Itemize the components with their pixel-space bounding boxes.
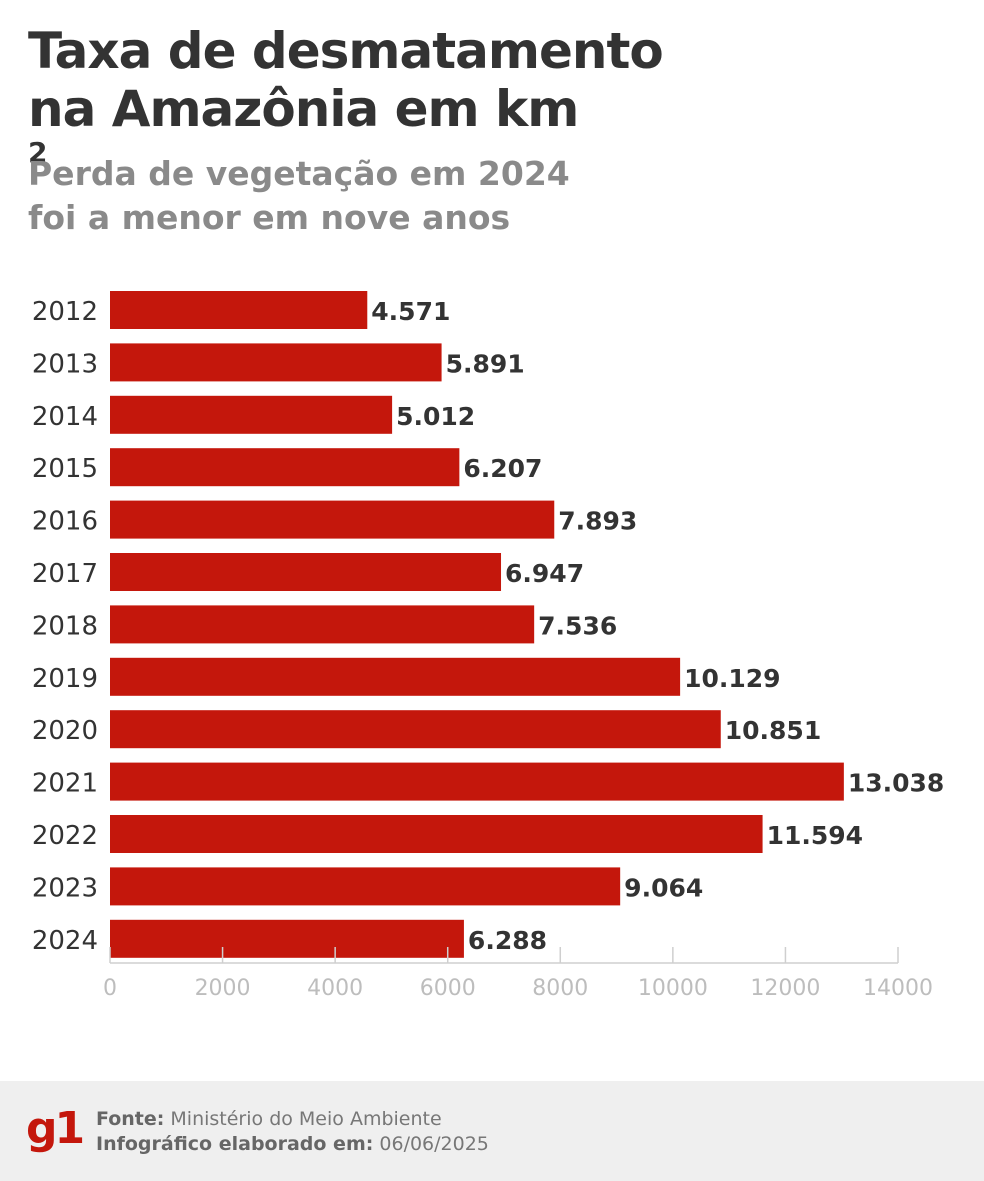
data-label-2017: 6.947 <box>505 559 584 588</box>
y-tick-label-2020: 2020 <box>32 716 98 746</box>
x-tick-label-0: 0 <box>103 976 117 1001</box>
x-tick-label-12000: 12000 <box>750 976 820 1001</box>
footer-credits: Fonte: Ministério do Meio Ambiente Infog… <box>96 1107 489 1157</box>
bar-2015 <box>110 448 460 487</box>
x-tick-label-14000: 14000 <box>863 976 933 1001</box>
x-tick-label-10000: 10000 <box>638 976 708 1001</box>
g1-logo[interactable]: g1 <box>26 1103 85 1154</box>
bar-2019 <box>110 657 681 696</box>
source-value: Ministério do Meio Ambiente <box>170 1108 442 1130</box>
y-tick-label-2018: 2018 <box>32 611 98 641</box>
date-label: Infográfico elaborado em: <box>96 1133 374 1155</box>
y-tick-label-2016: 2016 <box>32 507 98 537</box>
subtitle-line-2: foi a menor em nove anos <box>28 198 511 237</box>
data-label-2022: 11.594 <box>767 821 863 850</box>
x-tick-label-6000: 6000 <box>420 976 476 1001</box>
bar-2023 <box>110 867 621 906</box>
data-label-2012: 4.571 <box>371 297 450 326</box>
data-label-2024: 6.288 <box>468 926 547 955</box>
bar-2020 <box>110 710 721 749</box>
bar-chart: 2012 4.571 2013 5.891 2014 5.012 2015 6.207 2016… <box>32 291 944 1001</box>
data-label-2013: 5.891 <box>446 349 525 378</box>
y-tick-label-2015: 2015 <box>32 454 98 484</box>
bar-2016 <box>110 500 555 539</box>
bar-2012 <box>110 291 368 329</box>
date-line: Infográfico elaborado em: 06/06/2025 <box>96 1132 489 1157</box>
date-value: 06/06/2025 <box>379 1133 489 1155</box>
data-label-2018: 7.536 <box>538 611 617 640</box>
data-label-2023: 9.064 <box>624 873 703 902</box>
title-line-1: Taxa de desmatamento <box>28 22 664 80</box>
y-tick-label-2013: 2013 <box>32 349 98 379</box>
data-label-2015: 6.207 <box>463 454 542 483</box>
source-label: Fonte: <box>96 1108 165 1130</box>
data-label-2014: 5.012 <box>396 402 475 431</box>
data-label-2019: 10.129 <box>684 664 780 693</box>
bar-2021 <box>110 762 844 801</box>
y-tick-label-2021: 2021 <box>32 769 98 799</box>
y-tick-label-2023: 2023 <box>32 873 98 903</box>
x-tick-label-4000: 4000 <box>307 976 363 1001</box>
bar-2017 <box>110 553 502 591</box>
chart-subtitle: Perda de vegetação em 2024 foi a menor e… <box>28 152 928 240</box>
data-label-2016: 7.893 <box>558 507 637 536</box>
bar-2024 <box>110 919 464 958</box>
data-label-2020: 10.851 <box>725 716 821 745</box>
chart-title: Taxa de desmatamento na Amazônia em km 2 <box>28 22 928 196</box>
y-tick-label-2024: 2024 <box>32 926 98 956</box>
title-superscript: 2 <box>28 136 48 169</box>
y-tick-label-2022: 2022 <box>32 821 98 851</box>
x-tick-label-2000: 2000 <box>195 976 251 1001</box>
title-line-2: na Amazônia em km <box>28 80 579 138</box>
y-tick-label-2012: 2012 <box>32 297 98 327</box>
subtitle-line-1: Perda de vegetação em 2024 <box>28 154 570 193</box>
data-label-2021: 13.038 <box>848 769 944 798</box>
source-line: Fonte: Ministério do Meio Ambiente <box>96 1107 489 1132</box>
bar-2018 <box>110 605 535 644</box>
x-tick-label-8000: 8000 <box>532 976 588 1001</box>
bar-2022 <box>110 815 763 853</box>
y-tick-label-2017: 2017 <box>32 559 98 589</box>
y-tick-label-2019: 2019 <box>32 664 98 694</box>
bar-2014 <box>110 395 393 434</box>
footer: g1 Fonte: Ministério do Meio Ambiente In… <box>0 1081 984 1181</box>
y-tick-label-2014: 2014 <box>32 402 98 432</box>
bar-2013 <box>110 343 442 382</box>
